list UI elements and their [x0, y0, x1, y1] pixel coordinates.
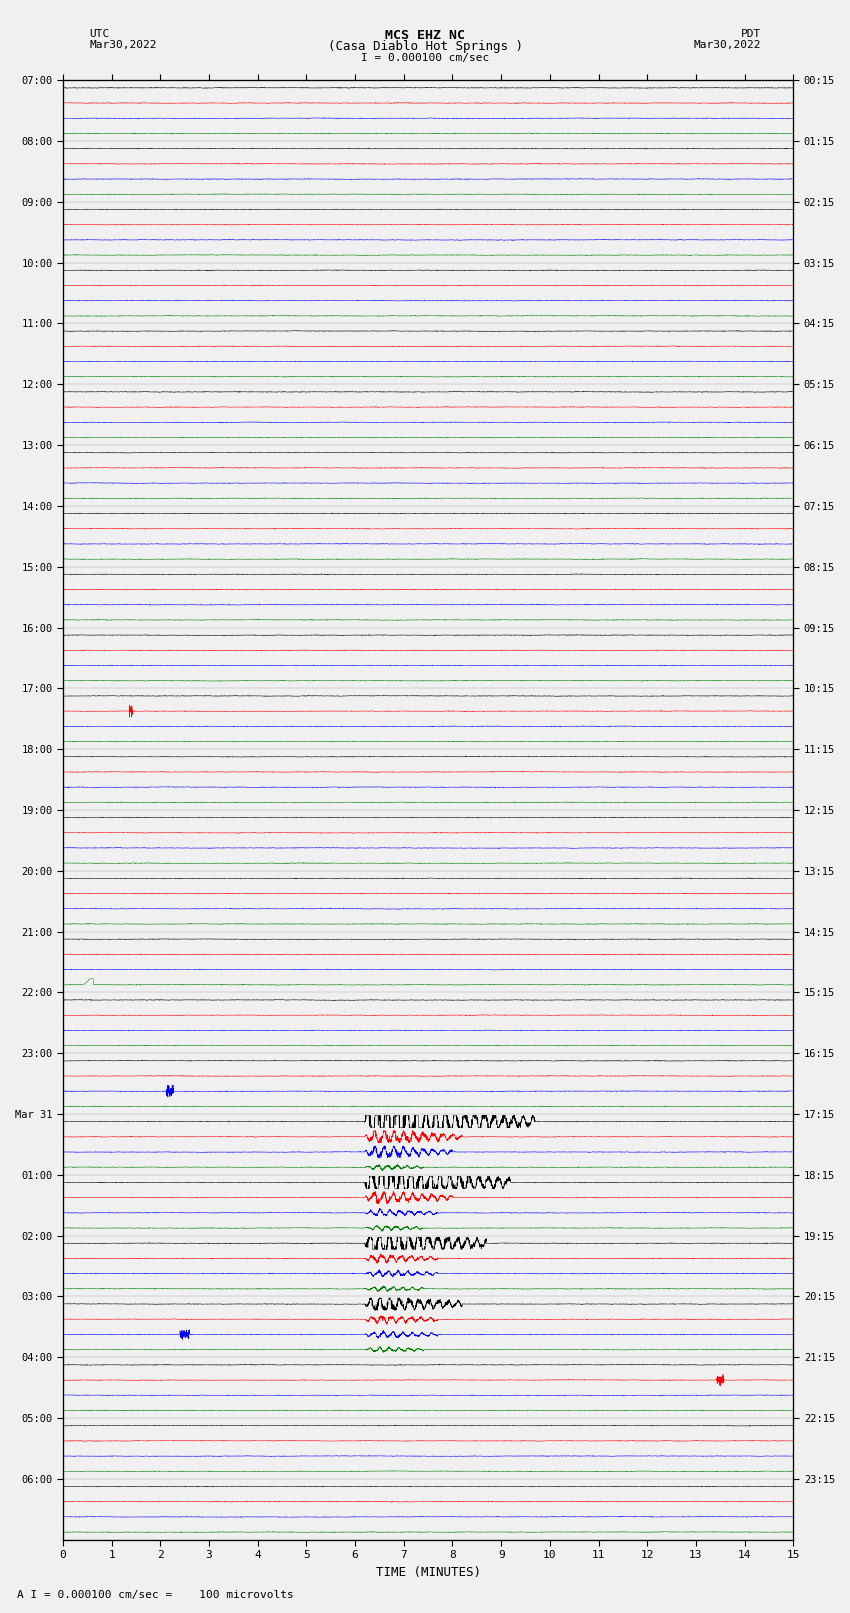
Text: Mar30,2022: Mar30,2022 — [694, 40, 761, 50]
Text: UTC: UTC — [89, 29, 110, 39]
Text: PDT: PDT — [740, 29, 761, 39]
Text: I = 0.000100 cm/sec: I = 0.000100 cm/sec — [361, 53, 489, 63]
Text: A I = 0.000100 cm/sec =    100 microvolts: A I = 0.000100 cm/sec = 100 microvolts — [17, 1590, 294, 1600]
X-axis label: TIME (MINUTES): TIME (MINUTES) — [376, 1566, 480, 1579]
Text: MCS EHZ NC: MCS EHZ NC — [385, 29, 465, 42]
Text: (Casa Diablo Hot Springs ): (Casa Diablo Hot Springs ) — [327, 40, 523, 53]
Text: Mar30,2022: Mar30,2022 — [89, 40, 156, 50]
